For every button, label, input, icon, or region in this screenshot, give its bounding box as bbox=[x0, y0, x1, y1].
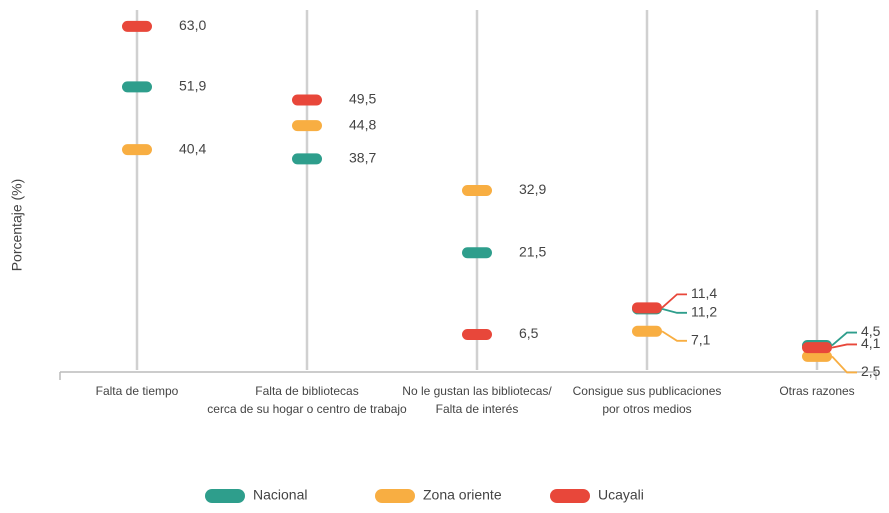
dot bbox=[292, 120, 322, 132]
leader-line bbox=[831, 331, 857, 347]
value-label: 49,5 bbox=[349, 91, 376, 107]
legend-label: Nacional bbox=[253, 487, 307, 503]
legend-swatch bbox=[205, 489, 245, 503]
value-label: 4,5 bbox=[861, 323, 881, 339]
legend-swatch bbox=[375, 489, 415, 503]
dot bbox=[632, 302, 662, 314]
x-tick-label: cerca de su hogar o centro de trabajo bbox=[207, 402, 407, 416]
value-label: 40,4 bbox=[179, 140, 206, 156]
value-label: 11,2 bbox=[691, 304, 717, 320]
x-tick-label: Falta de interés bbox=[436, 402, 519, 416]
legend-label: Ucayali bbox=[598, 487, 644, 503]
leader-line bbox=[831, 343, 857, 349]
value-label: 11,4 bbox=[691, 285, 717, 301]
dot bbox=[632, 325, 662, 337]
y-axis-label: Porcentaje (%) bbox=[9, 179, 25, 272]
leader-line bbox=[831, 355, 857, 374]
value-label: 2,5 bbox=[861, 363, 881, 379]
dot bbox=[292, 94, 322, 106]
leader-line bbox=[661, 308, 687, 314]
value-label: 63,0 bbox=[179, 17, 206, 33]
x-tick-label: Consigue sus publicaciones bbox=[573, 384, 722, 398]
x-tick-label: por otros medios bbox=[602, 402, 691, 416]
value-label: 4,1 bbox=[861, 335, 881, 351]
x-tick-label: Falta de tiempo bbox=[96, 384, 179, 398]
legend-label: Zona oriente bbox=[423, 487, 502, 503]
dot bbox=[802, 350, 832, 362]
value-label: 51,9 bbox=[179, 78, 206, 94]
x-tick-label: No le gustan las bibliotecas/ bbox=[402, 384, 552, 398]
dot bbox=[122, 20, 152, 32]
dot bbox=[122, 144, 152, 156]
value-label: 44,8 bbox=[349, 116, 376, 132]
dot bbox=[122, 81, 152, 93]
x-tick-label: Falta de bibliotecas bbox=[255, 384, 358, 398]
value-label: 6,5 bbox=[519, 325, 539, 341]
dot bbox=[462, 247, 492, 259]
dot bbox=[292, 153, 322, 165]
value-label: 7,1 bbox=[691, 332, 711, 348]
value-label: 38,7 bbox=[349, 150, 376, 166]
x-tick-label: Otras razones bbox=[779, 384, 854, 398]
leader-line bbox=[661, 330, 687, 342]
legend-swatch bbox=[550, 489, 590, 503]
dot bbox=[802, 342, 832, 354]
value-label: 21,5 bbox=[519, 243, 546, 259]
dot bbox=[462, 329, 492, 341]
leader-line bbox=[661, 293, 687, 309]
value-label: 32,9 bbox=[519, 181, 546, 197]
dot bbox=[462, 185, 492, 197]
